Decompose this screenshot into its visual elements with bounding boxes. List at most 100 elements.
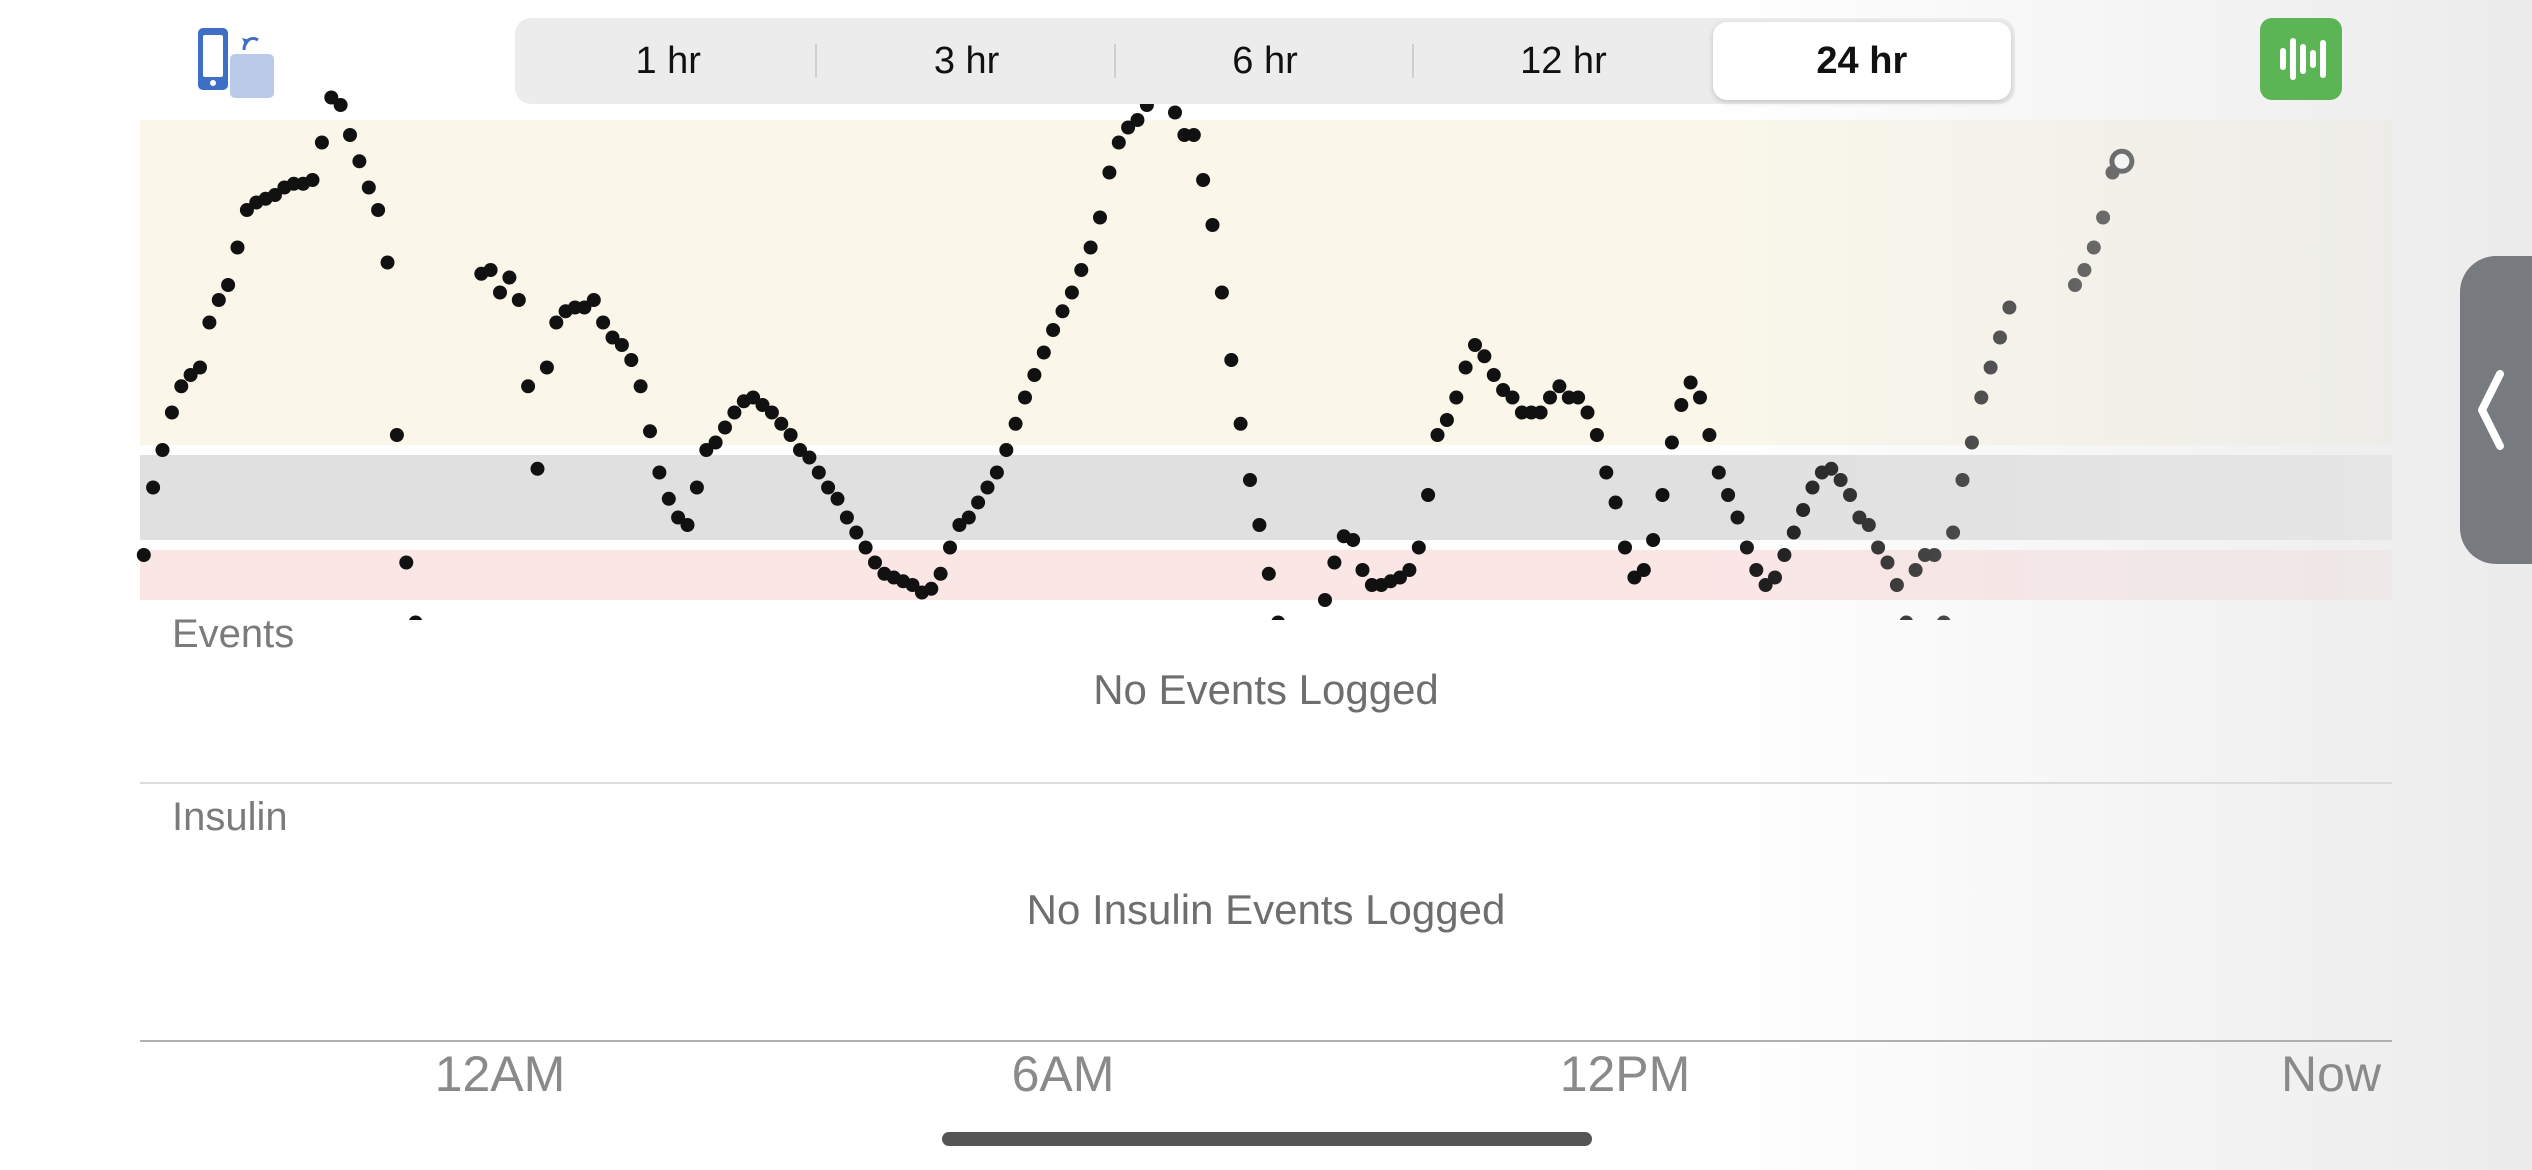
glucose-point [1496,383,1511,397]
glucose-point [858,540,873,555]
glucose-point [943,540,957,555]
glucose-point [830,491,845,506]
glucose-point [1327,555,1342,570]
glucose-point [1018,390,1032,405]
glucose-point [1111,135,1126,150]
glucose-point [1749,563,1764,577]
glucose-point [343,128,357,142]
glucose-point [305,173,320,187]
glucose-point [1899,615,1913,620]
range-1hr-tab[interactable]: 1 hr [519,22,818,100]
high-range-band [140,120,2392,445]
time-axis [140,1040,2392,1042]
statistics-button[interactable] [2260,18,2342,100]
glucose-point [614,338,629,352]
glucose-point [1008,416,1023,431]
glucose-point [268,188,282,202]
glucose-point [549,315,564,330]
glucose-point [1036,345,1051,360]
range-24hr-tab[interactable]: 24 hr [1712,22,2012,100]
glucose-point [577,300,592,315]
glucose-point [1393,570,1407,585]
glucose-point [1186,128,1201,142]
glucose-point [1908,563,1923,577]
glucose-point [361,180,376,195]
glucose-point [1955,473,1970,487]
glucose-point [2096,210,2111,225]
glucose-point [521,379,536,394]
glucose-point [1618,540,1632,555]
glucose-point [1486,368,1501,382]
glucose-point [952,518,967,532]
glucose-point [1702,428,1717,442]
glucose-point [1543,390,1557,405]
glucose-point [1589,428,1604,442]
glucose-point [221,278,236,292]
glucose-point [1093,210,1107,225]
glucose-point [380,255,395,270]
range-6hr-tab[interactable]: 6 hr [1116,22,1415,100]
tick-12am: 12AM [434,1046,566,1102]
range-3hr-tab[interactable]: 3 hr [817,22,1117,100]
glucose-point [1477,349,1492,364]
glucose-point [1796,503,1811,517]
glucose-point [1064,285,1079,300]
range-12hr-tab[interactable]: 12 hr [1520,39,1607,82]
glucose-point [324,90,339,105]
glucose-point [1168,105,1182,120]
glucose-point [708,435,723,450]
glucose-point [2002,300,2017,315]
glucose-point [174,379,189,394]
glucose-point [1964,435,1979,450]
glucose-point [155,443,170,457]
glucose-point [1552,379,1567,394]
glucose-point [727,405,742,420]
glucose-point [493,285,507,300]
chevron-left-icon [2478,370,2504,450]
glucose-point [1046,323,1061,337]
glucose-point [1346,533,1361,547]
glucose-point [511,293,526,307]
glucose-point [314,135,329,150]
glucose-point [1439,413,1454,427]
glucose-point [1730,510,1745,525]
glucose-point [793,443,807,457]
glucose-point [680,518,695,532]
glucose-point [1721,488,1736,502]
glucose-point [530,461,545,476]
glucose-point [1505,390,1520,405]
glucose-point [1861,518,1876,532]
glucose-point [718,420,732,435]
glucose-point [1711,465,1726,480]
side-panel-tab[interactable] [2460,256,2532,564]
glucose-point [193,360,207,375]
glucose-point [671,510,686,525]
glucose-point [652,465,667,480]
glucose-point [1655,488,1670,502]
glucose-point [202,315,217,330]
glucose-point [783,428,798,442]
glucose-point [961,510,976,525]
glucose-point [1196,173,1211,187]
glucose-point [1946,525,1961,540]
glucose-point [1843,488,1857,502]
statistics-icon [2280,38,2326,80]
glucose-point [1233,416,1248,431]
glucose-point [774,416,789,431]
glucose-point [1243,473,1257,487]
glucose-point [1983,360,1998,375]
glucose-point [164,405,179,420]
glucose-point [409,615,423,620]
glucose-point [1768,570,1782,585]
glucose-point [1739,540,1754,555]
glucose-point [1252,518,1267,532]
glucose-point [1777,548,1792,562]
glucose-point [1318,593,1332,607]
glucose-point [1458,360,1473,375]
glucose-point [1833,473,1848,487]
glucose-point [389,428,404,442]
rotate-device-button[interactable] [190,24,280,104]
glucose-point [839,510,854,525]
glucose-point [1627,570,1642,585]
time-range-selector: 1 hr 3 hr 6 hr 12 hr 24 hr [515,18,2015,104]
